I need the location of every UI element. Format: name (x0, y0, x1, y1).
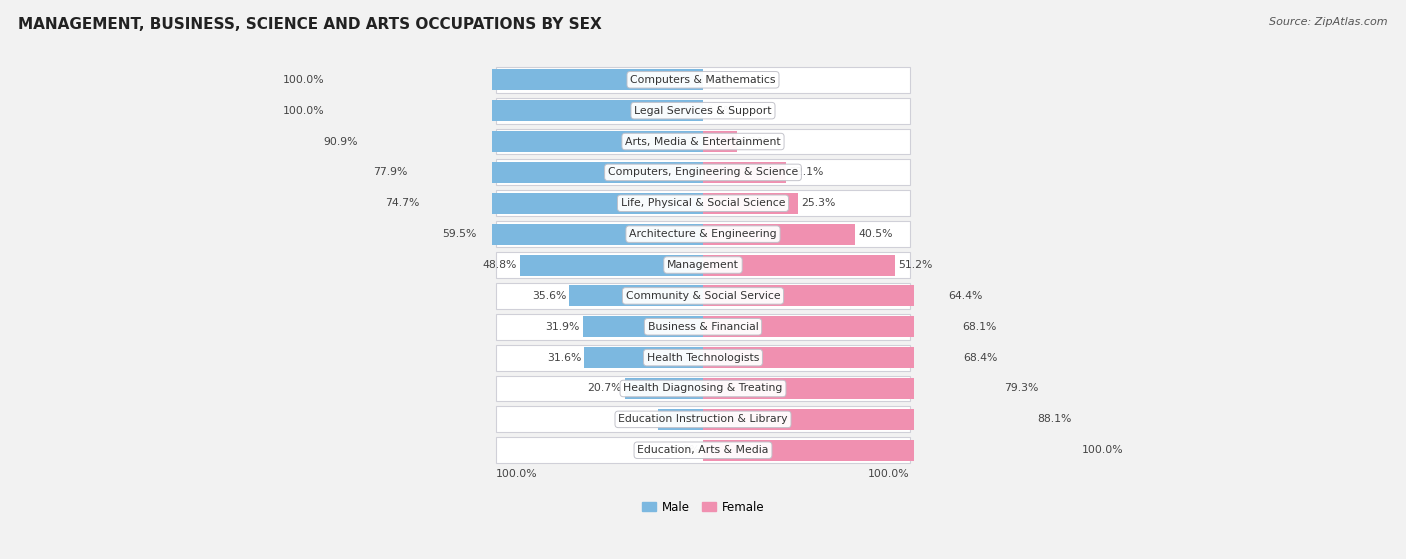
Bar (703, 316, 959, 337)
Bar (496, 406, 910, 432)
Text: 22.1%: 22.1% (789, 167, 824, 177)
Text: Computers, Engineering & Science: Computers, Engineering & Science (607, 167, 799, 177)
Bar (496, 159, 910, 186)
Text: Legal Services & Support: Legal Services & Support (634, 106, 772, 116)
Bar (703, 193, 799, 214)
Bar (411, 162, 703, 183)
Bar (496, 376, 910, 401)
Text: Management: Management (666, 260, 740, 270)
Bar (496, 345, 910, 371)
Bar (479, 224, 703, 245)
Legend: Male, Female: Male, Female (641, 501, 765, 514)
Bar (703, 131, 737, 152)
Bar (422, 193, 703, 214)
Text: Business & Financial: Business & Financial (648, 322, 758, 331)
Text: 11.9%: 11.9% (621, 414, 655, 424)
Bar (703, 254, 896, 276)
Bar (583, 316, 703, 337)
Text: MANAGEMENT, BUSINESS, SCIENCE AND ARTS OCCUPATIONS BY SEX: MANAGEMENT, BUSINESS, SCIENCE AND ARTS O… (18, 17, 602, 32)
Text: 59.5%: 59.5% (441, 229, 477, 239)
Text: Health Technologists: Health Technologists (647, 353, 759, 363)
Text: 0.0%: 0.0% (706, 75, 734, 85)
Bar (496, 283, 910, 309)
Bar (496, 67, 910, 93)
Bar (496, 190, 910, 216)
Bar (703, 162, 786, 183)
Bar (496, 221, 910, 247)
Text: 0.0%: 0.0% (672, 445, 700, 455)
Text: 48.8%: 48.8% (482, 260, 516, 270)
Bar (520, 254, 703, 276)
Text: Arts, Media & Entertainment: Arts, Media & Entertainment (626, 136, 780, 146)
Text: Health Diagnosing & Treating: Health Diagnosing & Treating (623, 383, 783, 394)
Text: Life, Physical & Social Science: Life, Physical & Social Science (621, 198, 785, 209)
Text: 31.9%: 31.9% (546, 322, 581, 331)
Bar (569, 286, 703, 306)
Bar (703, 347, 960, 368)
Bar (328, 69, 703, 91)
Text: 100.0%: 100.0% (496, 470, 538, 480)
Text: 68.4%: 68.4% (963, 353, 997, 363)
Text: Source: ZipAtlas.com: Source: ZipAtlas.com (1270, 17, 1388, 27)
Text: 9.1%: 9.1% (740, 136, 768, 146)
Bar (361, 131, 703, 152)
Bar (703, 409, 1035, 430)
Text: 51.2%: 51.2% (898, 260, 932, 270)
Text: Community & Social Service: Community & Social Service (626, 291, 780, 301)
Text: Education, Arts & Media: Education, Arts & Media (637, 445, 769, 455)
Text: 0.0%: 0.0% (706, 106, 734, 116)
Text: 79.3%: 79.3% (1004, 383, 1039, 394)
Bar (585, 347, 703, 368)
Bar (703, 440, 1078, 461)
Text: 74.7%: 74.7% (385, 198, 419, 209)
Text: 77.9%: 77.9% (373, 167, 408, 177)
Bar (496, 314, 910, 340)
Text: 35.6%: 35.6% (531, 291, 567, 301)
Bar (496, 437, 910, 463)
Text: 100.0%: 100.0% (283, 75, 323, 85)
Text: 90.9%: 90.9% (323, 136, 359, 146)
Bar (703, 378, 1001, 399)
Text: 100.0%: 100.0% (283, 106, 323, 116)
Text: 20.7%: 20.7% (588, 383, 623, 394)
Text: Architecture & Engineering: Architecture & Engineering (630, 229, 776, 239)
Bar (328, 100, 703, 121)
Bar (703, 224, 855, 245)
Text: 64.4%: 64.4% (948, 291, 983, 301)
Bar (496, 129, 910, 154)
Bar (496, 98, 910, 124)
Bar (626, 378, 703, 399)
Text: Education Instruction & Library: Education Instruction & Library (619, 414, 787, 424)
Bar (496, 252, 910, 278)
Text: 25.3%: 25.3% (801, 198, 835, 209)
Text: Computers & Mathematics: Computers & Mathematics (630, 75, 776, 85)
Bar (658, 409, 703, 430)
Text: 68.1%: 68.1% (962, 322, 997, 331)
Text: 40.5%: 40.5% (858, 229, 893, 239)
Text: 100.0%: 100.0% (868, 470, 910, 480)
Text: 88.1%: 88.1% (1038, 414, 1071, 424)
Bar (703, 286, 945, 306)
Text: 100.0%: 100.0% (1083, 445, 1123, 455)
Text: 31.6%: 31.6% (547, 353, 581, 363)
